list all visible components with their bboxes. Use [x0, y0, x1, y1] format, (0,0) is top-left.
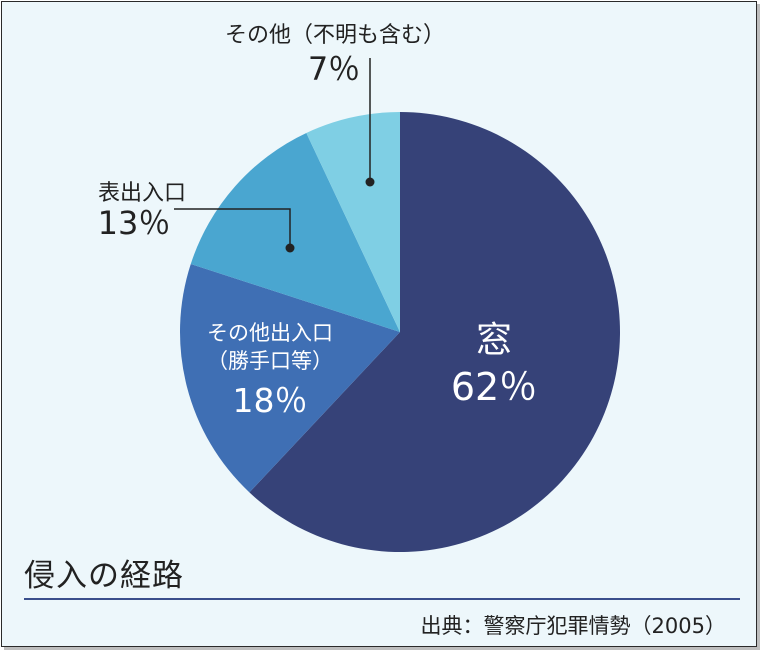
- leader-dot-front-entrance: [285, 243, 295, 253]
- value-front-entrance: 13％: [98, 204, 171, 242]
- label-window: 窓: [476, 320, 512, 361]
- slice-front-entrance: [190, 132, 400, 332]
- value-other: 7％: [308, 50, 360, 88]
- leader-front-entrance: [174, 208, 291, 248]
- source-note: 出典：警察庁犯罪情勢（2005）: [420, 614, 726, 638]
- value-other-entrance: 18％: [233, 381, 308, 420]
- sublabel-other-entrance: （勝手口等）: [207, 349, 333, 373]
- leader-dot-other: [365, 177, 375, 187]
- label-other: その他（不明も含む）: [225, 23, 445, 48]
- slice-window: [249, 112, 620, 552]
- slice-other-entrance: [180, 264, 400, 493]
- title-rule: [24, 598, 740, 600]
- label-other-entrance: その他出入口: [207, 321, 333, 345]
- label-front-entrance: 表出入口: [98, 181, 186, 206]
- value-window: 62％: [451, 365, 537, 409]
- chart-title: 侵入の経路: [24, 558, 184, 594]
- slice-other: [306, 112, 400, 332]
